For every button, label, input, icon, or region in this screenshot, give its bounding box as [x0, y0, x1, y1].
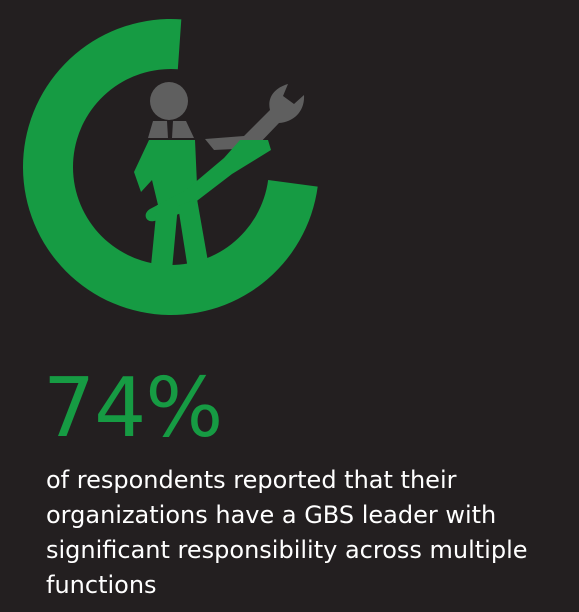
donut-segment-share [22, 19, 318, 316]
donut-chart [22, 19, 318, 316]
worker-tie [167, 121, 173, 138]
worker-figure-lower [134, 140, 271, 280]
worker-with-wrench-icon [134, 82, 305, 280]
worker-figure-upper [148, 82, 305, 150]
stat-description: of respondents reported that their organ… [46, 466, 528, 599]
donut-chart-graphic [22, 19, 318, 316]
stat-value: 74% [43, 361, 223, 456]
